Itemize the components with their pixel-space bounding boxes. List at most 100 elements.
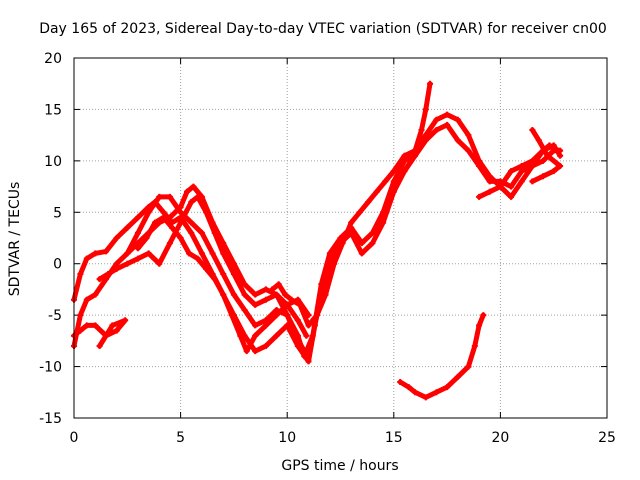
series-track-10 xyxy=(476,142,561,200)
data-point xyxy=(237,332,244,339)
data-point xyxy=(262,343,269,349)
data-point xyxy=(166,240,173,247)
data-point xyxy=(186,250,193,257)
chart-title: Day 165 of 2023, Sidereal Day-to-day VTE… xyxy=(39,21,607,37)
data-point xyxy=(102,332,109,339)
data-point xyxy=(230,260,237,267)
data-point xyxy=(284,301,291,308)
data-point xyxy=(166,214,173,221)
data-point xyxy=(369,240,376,247)
data-point xyxy=(113,260,120,267)
data-point xyxy=(309,332,316,339)
data-point xyxy=(145,209,152,216)
data-point xyxy=(508,183,515,190)
data-point xyxy=(190,183,197,190)
data-point xyxy=(220,240,227,247)
data-point xyxy=(83,255,90,262)
data-point xyxy=(166,193,173,200)
series-trace xyxy=(135,214,311,354)
data-point xyxy=(405,384,412,391)
data-point xyxy=(198,193,205,200)
data-point xyxy=(269,286,276,293)
data-point xyxy=(241,307,248,313)
data-point xyxy=(407,157,414,164)
data-point xyxy=(382,178,389,185)
data-point xyxy=(318,281,325,288)
data-point xyxy=(188,219,195,226)
grid xyxy=(74,58,607,418)
data-point xyxy=(92,322,99,329)
data-point xyxy=(77,271,84,277)
data-point xyxy=(282,291,289,298)
data-point xyxy=(230,271,237,277)
data-point xyxy=(444,384,451,391)
data-point xyxy=(365,199,372,205)
data-point xyxy=(102,248,109,255)
data-point xyxy=(540,173,547,180)
data-point xyxy=(77,327,84,334)
y-axis-label: SDTVAR / TECUs xyxy=(7,182,23,297)
data-point xyxy=(284,312,291,319)
data-point xyxy=(326,250,333,257)
data-point xyxy=(518,178,525,185)
series-trace xyxy=(402,81,433,174)
data-point xyxy=(262,322,269,329)
data-point xyxy=(380,209,387,216)
data-point xyxy=(134,229,141,236)
data-point xyxy=(454,137,461,144)
data-point xyxy=(397,379,404,385)
data-point xyxy=(401,168,408,175)
data-point xyxy=(252,332,259,339)
data-point xyxy=(331,260,338,267)
data-point xyxy=(390,178,397,185)
data-point xyxy=(508,168,515,175)
plot-frame xyxy=(73,57,608,419)
data-point xyxy=(540,157,547,164)
data-point xyxy=(401,152,408,159)
data-point xyxy=(96,343,103,349)
data-point xyxy=(143,235,150,241)
data-point xyxy=(113,327,120,334)
data-point xyxy=(113,265,120,272)
data-point xyxy=(369,229,376,236)
data-point xyxy=(557,152,564,159)
data-point xyxy=(465,132,472,139)
data-point xyxy=(124,224,131,231)
data-point xyxy=(454,116,461,123)
data-point xyxy=(252,322,259,329)
data-point xyxy=(275,281,282,288)
data-point xyxy=(77,312,84,319)
data-point xyxy=(454,373,461,380)
data-point xyxy=(252,301,259,308)
data-point xyxy=(262,296,269,303)
y-tick-label: -5 xyxy=(48,308,62,324)
data-point xyxy=(209,219,216,226)
data-point xyxy=(486,173,493,180)
data-point xyxy=(358,250,365,257)
data-point xyxy=(211,276,218,283)
data-point xyxy=(83,322,90,329)
data-point xyxy=(113,235,120,241)
x-tick-label: 5 xyxy=(176,430,185,446)
data-point xyxy=(529,163,536,169)
data-point xyxy=(134,255,141,262)
data-point xyxy=(476,322,483,329)
data-point xyxy=(194,255,201,262)
data-point xyxy=(476,193,483,200)
data-point xyxy=(105,271,112,277)
data-point xyxy=(546,142,553,149)
data-point xyxy=(486,188,493,195)
data-point xyxy=(305,322,312,329)
data-point xyxy=(241,291,248,298)
series-trace xyxy=(124,184,307,354)
data-point xyxy=(169,224,176,231)
data-point xyxy=(508,193,515,200)
series-track-3 xyxy=(71,317,129,349)
data-point xyxy=(177,204,184,211)
x-tick-label: 25 xyxy=(598,430,616,446)
data-point xyxy=(465,363,472,370)
data-point xyxy=(433,127,440,133)
data-point xyxy=(92,250,99,257)
series-track-11 xyxy=(529,127,564,185)
